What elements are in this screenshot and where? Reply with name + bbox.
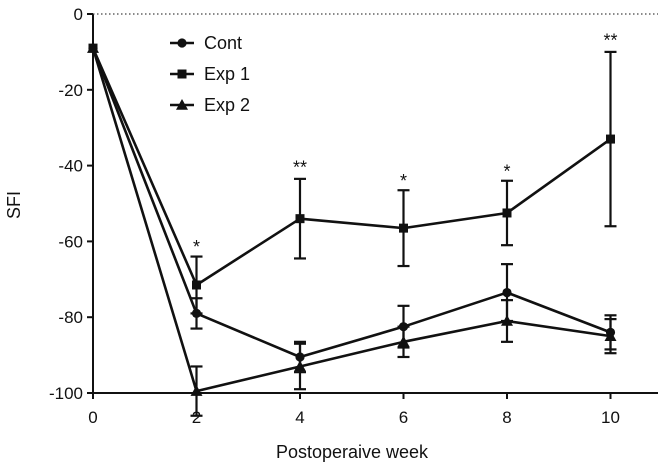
x-tick-label: 0: [88, 408, 97, 427]
data-point-exp-2: [87, 42, 99, 53]
legend-item-exp-2: Exp 2: [170, 95, 250, 115]
legend-label: Exp 1: [204, 64, 250, 84]
y-tick-label: 0: [74, 5, 83, 24]
series-group: [87, 42, 617, 417]
annotations: **** ***: [193, 31, 618, 258]
series-cont: [88, 43, 617, 374]
x-tick-label: 6: [399, 408, 408, 427]
data-point-exp-2: [604, 330, 617, 341]
x-axis-title: Postoperaive week: [276, 442, 429, 462]
legend-marker: [177, 69, 187, 79]
series-exp-1: [88, 43, 617, 315]
axes: 0 -20 -40 -60 -80 -100 0 2 4 6 8 10: [49, 5, 658, 427]
data-point-exp-1: [399, 223, 408, 233]
legend-marker: [177, 38, 187, 48]
data-point-exp-2: [190, 385, 203, 396]
y-tick-label: -60: [58, 232, 83, 251]
legend-marker: [176, 99, 188, 110]
legend-item-cont: Cont: [170, 33, 242, 53]
y-tick-label: -80: [58, 308, 83, 327]
significance-marker: **: [603, 31, 617, 51]
y-tick-label: -40: [58, 157, 83, 176]
y-tick-label: -20: [58, 81, 83, 100]
y-axis-title: SFI: [4, 191, 24, 219]
data-point-exp-1: [295, 214, 305, 224]
data-point-exp-2: [294, 360, 306, 372]
data-point-exp-2: [501, 314, 513, 326]
significance-marker: *: [400, 171, 407, 191]
significance-marker: *: [193, 237, 200, 257]
series-line-cont: [91, 47, 611, 359]
x-tick-label: 2: [192, 408, 201, 427]
y-tick-label: -100: [49, 384, 83, 403]
legend-item-exp-1: Exp 1: [170, 64, 250, 84]
data-point-exp-1: [606, 134, 615, 144]
legend: Cont Exp 1 Exp 2: [170, 33, 250, 115]
series-line-exp-1: [91, 47, 612, 287]
data-point-exp-2: [397, 335, 410, 347]
data-point-exp-1: [192, 280, 201, 290]
x-tick-label: 4: [295, 408, 304, 427]
significance-marker: *: [503, 161, 510, 181]
x-tick-label: 8: [502, 408, 511, 427]
data-point-cont: [502, 287, 512, 298]
significance-marker: **: [293, 157, 307, 177]
series-line-exp-2: [91, 47, 611, 393]
data-point-exp-1: [502, 208, 512, 218]
legend-label: Exp 2: [204, 95, 250, 115]
series-exp-2: [87, 42, 617, 417]
legend-label: Cont: [204, 33, 242, 53]
x-tick-label: 10: [601, 408, 620, 427]
